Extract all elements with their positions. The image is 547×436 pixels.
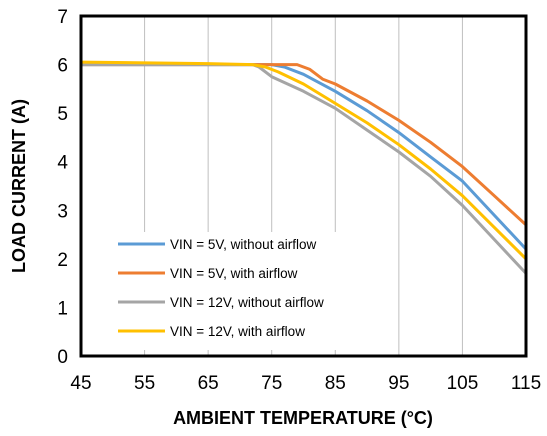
- legend-label: VIN = 5V, with airflow: [170, 266, 298, 281]
- x-tick-label: 105: [447, 373, 479, 394]
- legend-item: VIN = 5V, without airflow: [118, 237, 316, 252]
- x-tick-label: 45: [70, 373, 91, 394]
- x-axis-title: AMBIENT TEMPERATURE (°C): [173, 408, 433, 428]
- series-line-3: [79, 60, 528, 261]
- legend-label: VIN = 5V, without airflow: [170, 237, 316, 252]
- legend: VIN = 5V, without airflow VIN = 5V, with …: [110, 232, 360, 350]
- x-tick-label: 95: [388, 373, 409, 394]
- y-tick-label: 7: [57, 7, 68, 28]
- x-tick-label: 85: [325, 373, 346, 394]
- y-tick-label: 5: [57, 104, 68, 125]
- x-tick-labels: 45 55 65 75 85 95 105 115: [70, 373, 541, 394]
- legend-item: VIN = 12V, without airflow: [118, 295, 324, 310]
- legend-label: VIN = 12V, with airflow: [170, 324, 305, 339]
- y-tick-label: 3: [57, 201, 68, 222]
- series-lines: [79, 60, 528, 275]
- y-tick-label: 0: [57, 347, 68, 368]
- legend-label: VIN = 12V, without airflow: [170, 295, 324, 310]
- y-tick-labels: 0 1 2 3 4 5 6 7: [57, 7, 68, 368]
- series-line-1: [79, 63, 528, 227]
- legend-item: VIN = 12V, with airflow: [118, 324, 305, 339]
- legend-item: VIN = 5V, with airflow: [118, 266, 298, 281]
- x-tick-label: 55: [134, 373, 155, 394]
- plot-frame: [79, 14, 528, 358]
- y-tick-label: 2: [57, 250, 68, 271]
- y-tick-label: 4: [57, 153, 68, 174]
- y-axis-title: LOAD CURRENT (A): [9, 99, 29, 273]
- y-tick-label: 1: [57, 298, 68, 319]
- x-tick-label: 75: [261, 373, 282, 394]
- x-tick-label: 65: [198, 373, 219, 394]
- grid: [80, 16, 527, 356]
- y-tick-label: 6: [57, 56, 68, 77]
- x-tick-label: 115: [511, 373, 541, 394]
